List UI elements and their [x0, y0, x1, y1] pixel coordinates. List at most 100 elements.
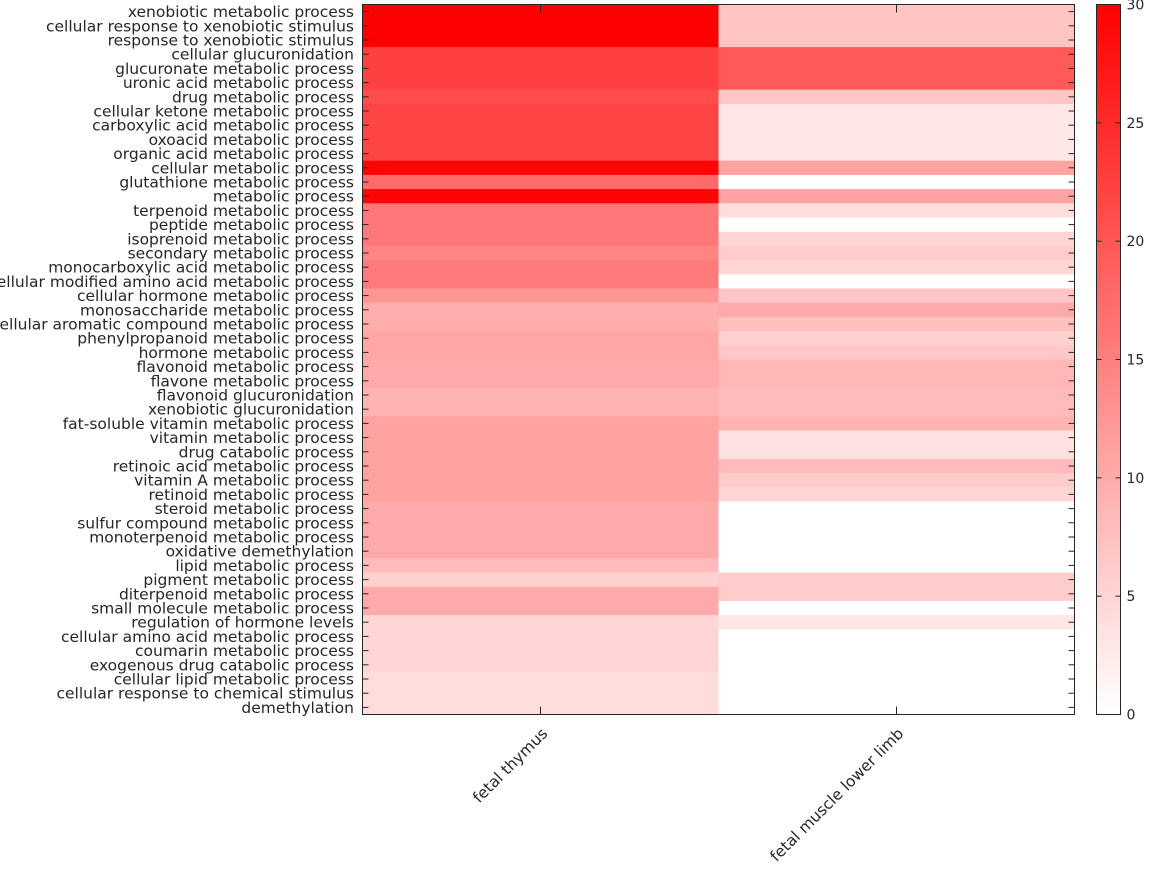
- heatmap-cell: [362, 345, 720, 361]
- row-label: cellular modified amino acid metabolic p…: [0, 273, 354, 291]
- row-label: flavonoid metabolic process: [137, 358, 354, 376]
- heatmap-cell: [362, 32, 720, 48]
- heatmap-cell: [362, 402, 720, 417]
- heatmap-cell: [718, 657, 1076, 673]
- x-ticks: [540, 4, 897, 715]
- colorbar-tick-label: 5: [1127, 589, 1136, 605]
- column-label: fetal thymus: [469, 725, 551, 807]
- row-label: metabolic process: [213, 188, 354, 206]
- row-label: terpenoid metabolic process: [133, 202, 354, 220]
- colorbar-tick-label: 10: [1127, 471, 1145, 487]
- heatmap-cell: [362, 61, 720, 77]
- row-label: monoterpenoid metabolic process: [89, 529, 354, 547]
- heatmap-cell: [718, 274, 1076, 290]
- heatmap-cell: [718, 231, 1076, 247]
- heatmap-cell: [718, 629, 1076, 645]
- heatmap-cell: [362, 458, 720, 474]
- row-label: cellular hormone metabolic process: [77, 287, 354, 305]
- heatmap-cell: [362, 331, 720, 346]
- heatmap-cell: [362, 103, 720, 119]
- heatmap-cell: [362, 18, 720, 34]
- row-label: drug metabolic process: [172, 88, 354, 106]
- heatmap-cell: [362, 75, 720, 91]
- row-label: cellular ketone metabolic process: [93, 103, 354, 121]
- row-label: isoprenoid metabolic process: [127, 230, 354, 248]
- heatmap-cell: [362, 359, 720, 375]
- heatmap-cell: [362, 430, 720, 446]
- heatmap-cell: [362, 600, 720, 616]
- heatmap-cell: [362, 558, 720, 574]
- plot-frame: [362, 4, 1075, 715]
- row-label: xenobiotic glucuronidation: [148, 401, 354, 419]
- heatmap-cell: [718, 615, 1076, 630]
- row-label: phenylpropanoid metabolic process: [77, 330, 354, 348]
- row-label: uronic acid metabolic process: [123, 74, 354, 92]
- colorbar-tick-label: 30: [1127, 0, 1145, 14]
- heatmap-cell: [718, 174, 1076, 190]
- row-label: carboxylic acid metabolic process: [92, 117, 354, 135]
- row-label: pigment metabolic process: [143, 571, 354, 589]
- row-label: small molecule metabolic process: [91, 600, 354, 618]
- heatmap-cell: [718, 89, 1076, 105]
- heatmap-cell: [362, 174, 720, 190]
- heatmap-cell: [718, 61, 1076, 77]
- heatmap-cell: [718, 189, 1076, 204]
- row-label: secondary metabolic process: [128, 245, 354, 263]
- row-label: steroid metabolic process: [155, 500, 354, 518]
- heatmap-cell: [362, 203, 720, 219]
- heatmap-cell: [718, 671, 1076, 687]
- row-label: cellular lipid metabolic process: [114, 671, 354, 689]
- heatmap-cell: [362, 217, 720, 233]
- heatmap-cell: [362, 586, 720, 602]
- heatmap-cell: [718, 132, 1076, 148]
- heatmap-cell: [718, 430, 1076, 446]
- heatmap-cell: [362, 231, 720, 247]
- heatmap-cell: [718, 529, 1076, 545]
- row-label: hormone metabolic process: [139, 344, 354, 362]
- row-label: response to xenobiotic stimulus: [108, 32, 354, 50]
- row-label: coumarin metabolic process: [135, 642, 354, 660]
- row-label: exogenous drug catabolic process: [90, 656, 354, 674]
- column-labels: fetal thymus fetal muscle lower limb: [469, 725, 907, 866]
- row-label: retinoid metabolic process: [149, 486, 355, 504]
- heatmap-cell: [718, 288, 1076, 304]
- heatmap-cell: [362, 416, 720, 432]
- heatmap-cell: [718, 544, 1076, 559]
- heatmap-cell: [362, 671, 720, 687]
- row-label: lipid metabolic process: [175, 557, 354, 575]
- row-label: monosaccharide metabolic process: [80, 301, 354, 319]
- heatmap-cell: [718, 331, 1076, 346]
- colorbar-tick-label: 15: [1127, 353, 1145, 369]
- heatmap-cell: [718, 387, 1076, 403]
- row-label: organic acid metabolic process: [113, 145, 354, 163]
- row-label: fat-soluble vitamin metabolic process: [63, 415, 354, 433]
- row-label: vitamin metabolic process: [150, 429, 354, 447]
- heatmap-cell: [362, 501, 720, 517]
- heatmap-cell: [718, 302, 1076, 318]
- row-label: cellular metabolic process: [151, 159, 354, 177]
- heatmap-cell: [362, 118, 720, 133]
- heatmap-cell: [718, 217, 1076, 233]
- heatmap-cell: [718, 316, 1076, 332]
- row-label: cellular response to xenobiotic stimulus: [46, 17, 354, 35]
- heatmap-cell: [718, 118, 1076, 133]
- heatmap-cell: [718, 47, 1076, 62]
- heatmap-cell: [718, 245, 1076, 261]
- heatmap-cell: [362, 629, 720, 645]
- row-label: cellular aromatic compound metabolic pro…: [0, 316, 354, 334]
- heatmap-cell: [718, 458, 1076, 474]
- row-label: peptide metabolic process: [149, 216, 354, 234]
- heatmap-cell: [362, 544, 720, 559]
- row-label: sulfur compound metabolic process: [77, 514, 354, 532]
- heatmap-cell: [718, 260, 1076, 275]
- heatmap-cell: [718, 643, 1076, 659]
- heatmap-cell: [362, 302, 720, 318]
- row-label: glucuronate metabolic process: [115, 60, 354, 78]
- row-label: drug catabolic process: [179, 443, 354, 461]
- row-label: demethylation: [241, 699, 354, 717]
- heatmap-cell: [362, 487, 720, 503]
- row-label: retinoic acid metabolic process: [113, 458, 354, 476]
- heatmap-cell: [362, 657, 720, 673]
- heatmap-cell: [718, 558, 1076, 574]
